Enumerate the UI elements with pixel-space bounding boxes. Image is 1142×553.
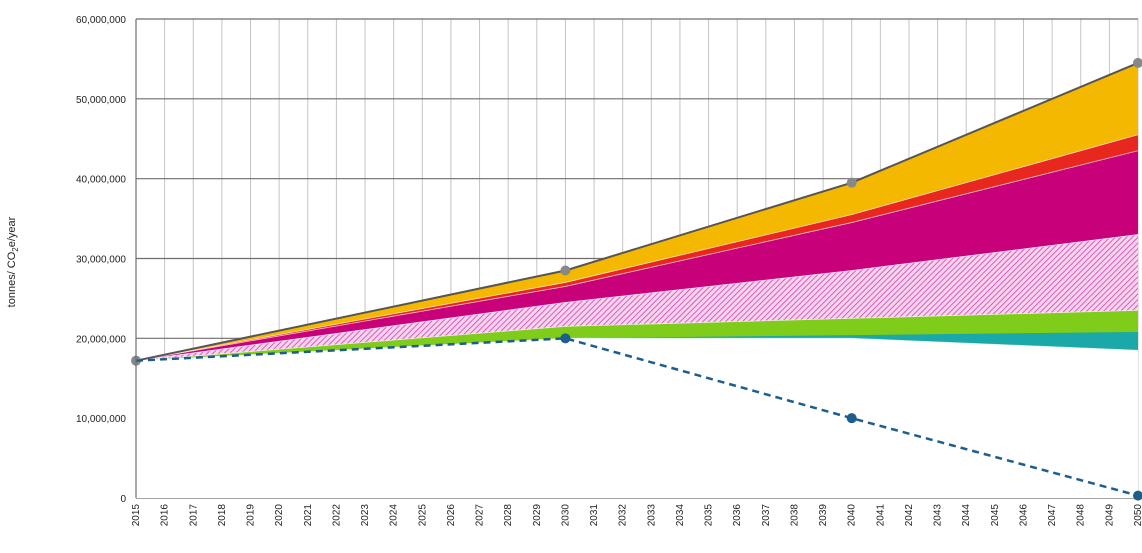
x-tick-label: 2027: [475, 504, 486, 527]
x-tick-label: 2028: [503, 504, 514, 527]
x-tick-label: 2049: [1104, 504, 1115, 527]
x-tick-label: 2031: [589, 504, 600, 527]
total-marker: [560, 265, 570, 275]
x-tick-label: 2016: [160, 504, 171, 527]
area-layer: [136, 63, 1138, 498]
x-tick-label: 2017: [188, 504, 199, 527]
x-tick-label: 2045: [990, 504, 1001, 527]
x-tick-label: 2044: [961, 504, 972, 527]
y-tick-label: 30,000,000: [76, 255, 126, 266]
y-tick-label: 20,000,000: [76, 334, 126, 345]
x-tick-label: 2026: [446, 504, 457, 527]
x-tick-label: 2035: [704, 504, 715, 527]
x-tick-label: 2022: [331, 504, 342, 527]
target-marker: [560, 333, 570, 343]
x-tick-label: 2046: [1018, 504, 1029, 527]
x-tick-label: 2032: [618, 504, 629, 527]
total-marker: [847, 178, 857, 188]
x-tick-label: 2023: [360, 504, 371, 527]
x-tick-label: 2043: [933, 504, 944, 527]
x-tick-label: 2040: [847, 504, 858, 527]
y-tick-label: 40,000,000: [76, 175, 126, 186]
x-tick-label: 2036: [732, 504, 743, 527]
y-axis-label: tonnes/ CO2e/year: [6, 216, 20, 307]
y-tick-label: 0: [120, 494, 126, 505]
x-tick-label: 2047: [1047, 504, 1058, 527]
x-tick-label: 2039: [818, 504, 829, 527]
y-tick-label: 50,000,000: [76, 95, 126, 106]
x-tick-label: 2024: [389, 504, 400, 527]
x-tick-label: 2037: [761, 504, 772, 527]
x-tick-label: 2042: [904, 504, 915, 527]
x-tick-label: 2021: [303, 504, 314, 527]
x-tick-label: 2029: [532, 504, 543, 527]
x-tick-label: 2015: [131, 504, 142, 527]
x-tick-label: 2034: [675, 504, 686, 527]
x-tick-label: 2050: [1133, 504, 1142, 527]
y-tick-label: 10,000,000: [76, 414, 126, 425]
below-base-cover: [136, 338, 1138, 498]
x-tick-label: 2025: [417, 504, 428, 527]
x-tick-label: 2041: [875, 504, 886, 527]
x-tick-label: 2033: [646, 504, 657, 527]
x-tick-label: 2019: [246, 504, 257, 527]
x-tick-label: 2030: [560, 504, 571, 527]
y-tick-label: 60,000,000: [76, 15, 126, 26]
x-tick-label: 2020: [274, 504, 285, 527]
x-tick-label: 2048: [1076, 504, 1087, 527]
x-tick-label: 2018: [217, 504, 228, 527]
target-marker: [847, 413, 857, 423]
x-tick-label: 2038: [789, 504, 800, 527]
